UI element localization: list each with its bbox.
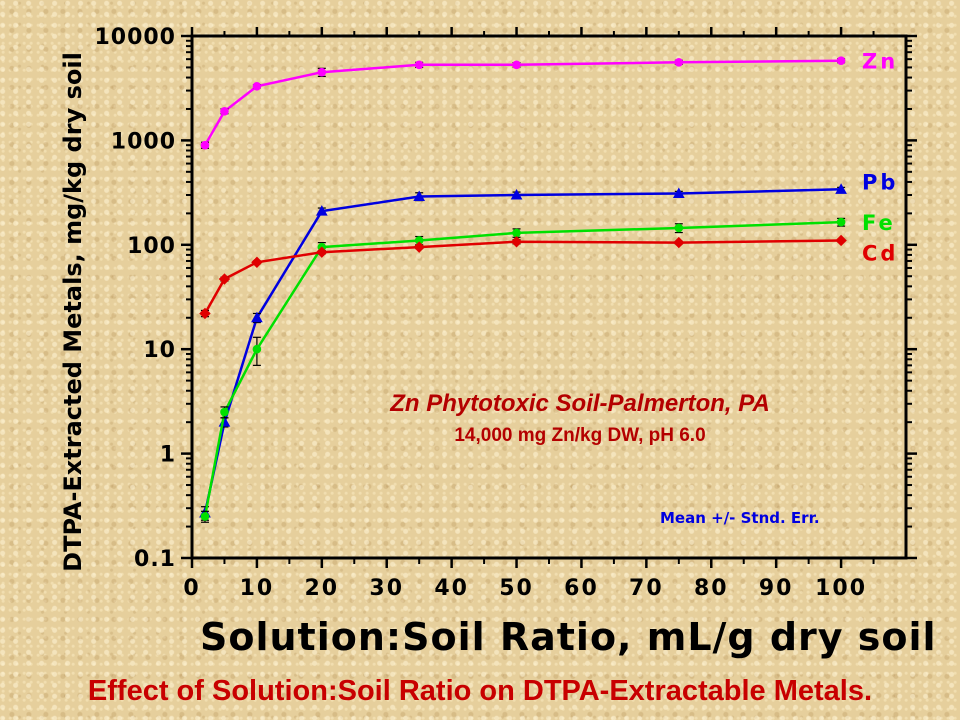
data-point-pb [315,205,328,216]
y-tick-label: 10 [143,338,176,363]
x-tick-label: 100 [815,576,867,601]
slide-footer-title: Effect of Solution:Soil Ratio on DTPA-Ex… [87,675,873,707]
y-tick-label: 10000 [94,25,176,50]
annotation-subtitle: 14,000 mg Zn/kg DW, pH 6.0 [454,425,706,446]
x-tick-label: 50 [499,576,534,601]
data-point-zn [317,67,327,77]
data-point-fe [512,228,521,238]
y-axis-title: DTPA-Extracted Metals, mg/kg dry soil [59,52,87,572]
x-tick-label: 80 [694,576,729,601]
data-point-zn [414,60,424,70]
data-point-cd [835,234,847,247]
data-point-zn [200,140,210,150]
series-label-cd: Cd [862,241,898,265]
series-label-fe: Fe [862,211,896,235]
data-point-pb [251,311,263,323]
data-point-cd [510,236,523,248]
x-tick-label: 70 [629,576,664,601]
data-point-fe [836,217,846,227]
y-tick-label: 100 [127,234,176,259]
y-tick-label: 1 [160,443,176,468]
series-line-pb [203,188,842,514]
data-point-fe [674,223,684,233]
series-line-zn [203,59,842,146]
data-point-fe [252,344,262,354]
x-tick-label: 40 [434,576,469,601]
data-point-zn [512,60,521,70]
data-point-cd [316,246,328,258]
plot-frame [190,34,908,560]
series-label-pb: Pb [862,170,898,194]
series-line-cd [203,239,842,315]
data-point-zn [252,81,262,91]
data-point-fe [200,512,210,521]
y-tick-label: 0.1 [134,547,176,572]
x-tick-label: 0 [183,576,200,601]
x-tick-label: 90 [759,576,794,601]
x-tick-label: 30 [369,576,404,601]
data-point-pb [672,187,685,199]
data-point-zn [674,57,684,67]
x-axis-title: Solution:Soil Ratio, mL/g dry soil [200,615,937,659]
annotation-title: Zn Phytotoxic Soil-Palmerton, PA [390,390,770,417]
error-bar-note: Mean +/- Stnd. Err. [660,509,820,527]
data-point-zn [220,106,229,116]
series-label-zn: Zn [862,50,898,74]
data-point-zn [836,56,846,65]
data-point-fe [220,407,229,417]
data-point-cd [251,256,263,268]
y-tick-label: 1000 [111,129,176,154]
x-tick-label: 20 [305,576,340,601]
data-point-cd [218,273,231,285]
data-point-cd [673,236,685,249]
series-line-fe [203,220,842,517]
x-tick-label: 10 [240,576,275,601]
data-point-cd [413,241,425,253]
data-point-pb [510,188,523,200]
data-point-pb [413,190,426,202]
data-point-pb [835,183,847,194]
x-tick-label: 60 [564,576,599,601]
data-point-cd [199,307,211,320]
